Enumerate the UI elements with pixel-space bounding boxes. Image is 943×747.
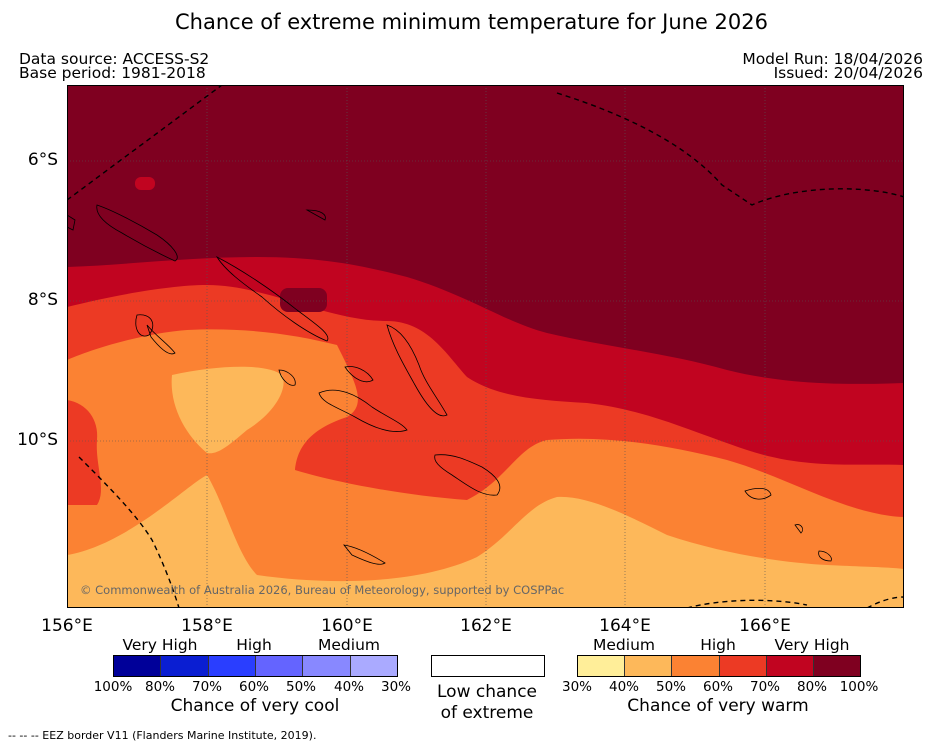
warm-swatch [672,656,720,676]
copyright-notice: © Commonwealth of Australia 2026, Bureau… [80,583,564,597]
warm-category-very-high: Very High [774,636,850,654]
eez-borders [67,85,904,608]
cool-tick: 70% [191,679,223,695]
grid-lines [67,85,904,608]
low-chance-swatch [431,655,545,677]
warm-swatch [766,656,814,676]
cool-colorbar [113,655,398,677]
cool-swatch [161,656,209,676]
issued-date: Issued: 20/04/2026 [773,64,923,82]
cool-swatch [303,656,351,676]
warm-tick: 70% [749,679,781,695]
warm-swatch [625,656,673,676]
base-period: Base period: 1981-2018 [19,64,206,82]
warm-swatch [719,656,767,676]
lon-label-158e: 158°E [181,616,233,636]
eez-footnote: -- -- -- EEZ border V11 (Flanders Marine… [8,729,317,742]
warm-category-high: High [700,636,736,654]
lon-label-160e: 160°E [321,616,373,636]
cool-category-high: High [236,636,272,654]
coastlines [67,204,832,565]
warm-category-medium: Medium [593,636,655,654]
map-frame [67,85,904,608]
cool-swatch [350,656,397,676]
lon-label-156e: 156°E [41,616,93,636]
warm-tick: 100% [839,679,879,695]
isolated-warm-patch [135,177,155,190]
map-title: Chance of extreme minimum temperature fo… [175,10,768,34]
warm-swatch [578,656,626,676]
warm-tick: 50% [655,679,687,695]
warm-tick: 60% [702,679,734,695]
solomon-warm-core [280,288,327,312]
warm-colorbar-label: Chance of very warm [627,696,809,716]
warm-tick: 30% [561,679,593,695]
data-source: Data source: ACCESS-S2 [19,50,210,68]
cool-swatch [255,656,304,676]
lat-label-6s: 6°S [27,150,58,170]
cool-category-medium: Medium [318,636,380,654]
band-40-50-south [67,475,904,608]
cool-swatch [208,656,256,676]
model-run: Model Run: 18/04/2026 [742,50,923,68]
cool-tick: 30% [380,679,412,695]
cool-tick: 50% [285,679,317,695]
band-40-50-west [171,366,284,454]
cool-tick: 80% [144,679,176,695]
cool-tick: 60% [238,679,270,695]
cool-swatch [114,656,162,676]
cool-tick: 100% [93,679,133,695]
forecast-map: © Commonwealth of Australia 2026, Bureau… [67,85,904,608]
lat-label-8s: 8°S [27,290,58,310]
warm-colorbar [577,655,861,677]
lon-label-164e: 164°E [599,616,651,636]
warm-tick: 80% [796,679,828,695]
warm-tick: 40% [608,679,640,695]
low-chance-label: Low chance of extreme [437,682,537,724]
low-chance-line2: of extreme [440,703,534,723]
warm-swatch [813,656,861,676]
band-60-70-west-edge [67,400,102,505]
cool-category-very-high: Very High [122,636,198,654]
cool-tick: 40% [333,679,365,695]
lat-label-10s: 10°S [17,430,58,450]
low-chance-line1: Low chance [437,682,537,702]
lon-label-162e: 162°E [460,616,512,636]
lon-label-166e: 166°E [739,616,791,636]
cool-colorbar-label: Chance of very cool [170,696,340,716]
